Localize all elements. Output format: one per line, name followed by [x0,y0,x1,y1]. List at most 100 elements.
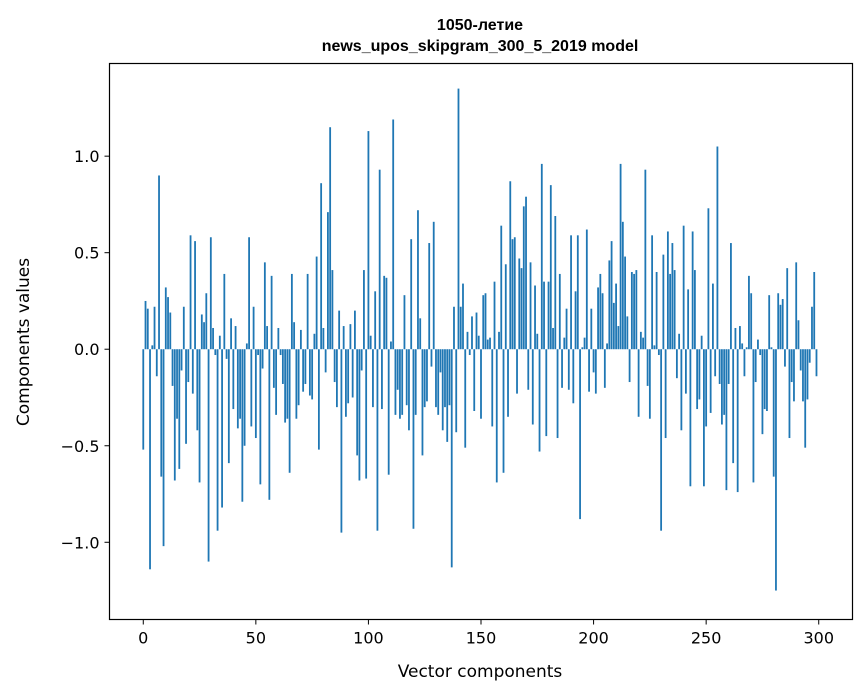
bar [358,349,361,481]
bar [617,326,620,350]
bar [484,293,487,350]
bar [558,273,561,350]
bar [673,270,676,350]
bar [432,221,435,350]
bar [498,331,500,350]
bar [405,349,408,406]
bar [173,349,176,481]
bar [176,349,178,419]
bar [268,349,271,500]
bar [525,196,527,350]
bar [164,287,167,350]
bar [757,339,759,350]
bar [687,289,690,350]
bar [504,264,507,350]
bar [252,306,255,350]
bar [572,349,575,404]
bar [689,349,692,487]
bar [178,349,181,469]
bar [214,349,217,356]
bar [563,337,566,350]
bar [682,225,685,350]
bar [295,349,298,419]
bar [243,349,246,446]
bar [191,349,194,394]
bar [486,339,489,350]
bar [786,268,789,350]
bar [759,349,762,356]
bar [286,349,289,419]
bar [313,333,316,350]
bar [590,308,593,350]
bar [444,349,446,408]
bar [651,235,654,350]
bar [218,335,221,350]
bar [502,349,505,473]
bar [209,237,212,350]
bar [797,320,800,350]
bar [680,349,683,431]
bar [779,304,782,350]
bar [365,349,368,479]
bar [277,327,280,350]
bar [297,349,300,406]
bar [583,337,586,350]
bar [500,225,503,350]
y-axis-label: Components values [14,258,34,426]
bar [216,349,219,531]
bar [545,349,548,437]
bar [421,349,424,456]
bar [187,349,190,383]
bar [241,349,244,502]
bar [804,349,807,448]
bar [392,119,395,350]
bar [464,349,467,448]
bar [714,349,717,377]
x-tick-label: 50 [246,629,266,648]
bar [543,281,545,350]
bar [455,349,458,433]
bar [340,349,343,533]
bar [576,235,579,350]
bar [477,335,480,350]
bar [531,349,534,425]
bar [308,349,311,396]
bar [660,349,663,531]
bar [331,270,334,350]
bar [160,349,163,477]
bar [495,349,498,483]
bar [748,275,750,350]
bar [703,349,705,487]
x-tick-label: 150 [466,629,497,648]
bar [709,349,712,413]
bar [691,231,694,350]
bar [448,349,451,406]
bar [554,216,557,350]
bar [628,349,631,383]
bar [437,349,440,415]
bar [363,270,365,350]
bar [459,306,462,350]
chart-title-line-1: 1050-летие [437,17,523,34]
bar [518,258,521,350]
bar [367,131,370,350]
bar [754,349,757,383]
bar [552,327,554,350]
bar [423,349,426,408]
bar [615,283,617,350]
bar [597,287,599,350]
bar [374,291,377,350]
bar [225,349,228,359]
bar [635,270,638,350]
bar [254,349,257,439]
bar [480,349,482,419]
bar [320,183,323,350]
bar [412,349,415,529]
bar [250,349,253,427]
bar [736,349,739,493]
bar [639,331,642,350]
bar [793,349,795,402]
bar [723,349,726,415]
bar [511,239,514,350]
bar [394,349,397,415]
